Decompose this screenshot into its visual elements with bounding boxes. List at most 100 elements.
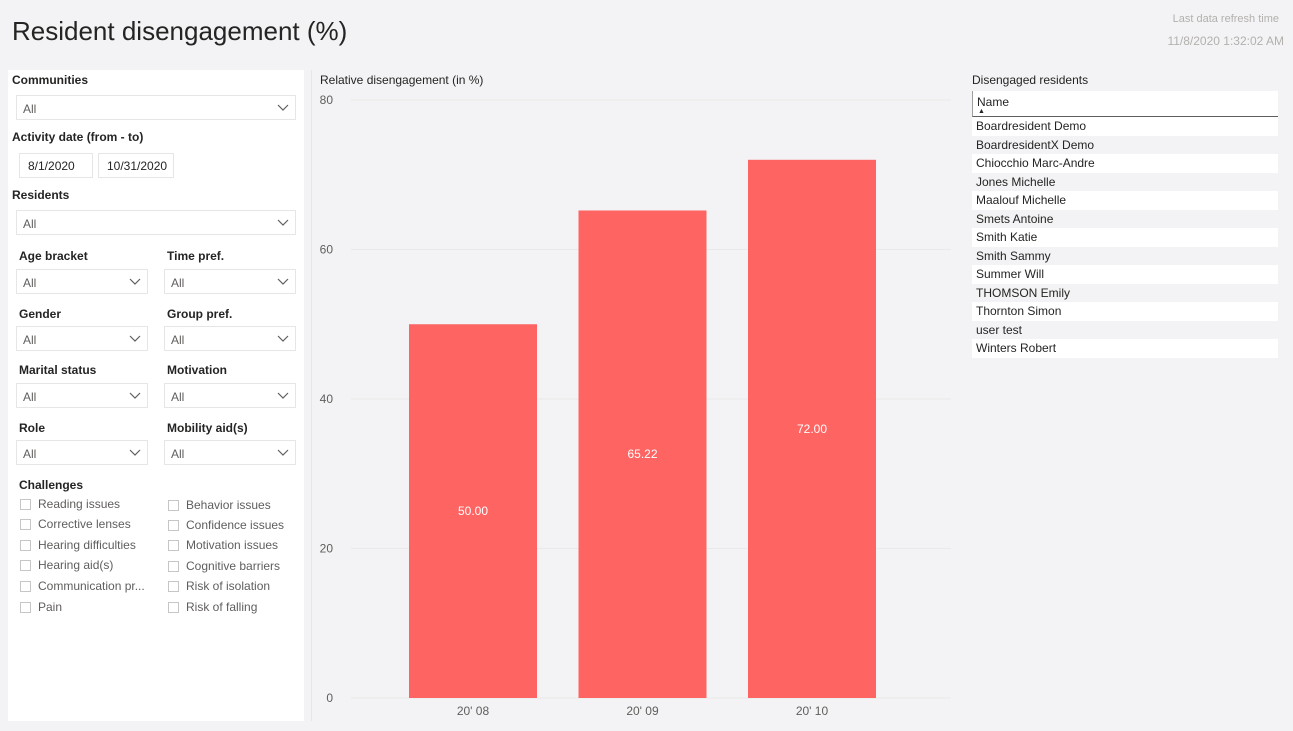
residents-dropdown[interactable]: All: [16, 210, 296, 235]
checkbox-box[interactable]: [168, 560, 179, 572]
checkbox-label: Cognitive barriers: [186, 559, 281, 573]
checkbox-box[interactable]: [20, 601, 31, 613]
x-tick-label: 20' 08: [457, 704, 490, 718]
table-row[interactable]: Winters Robert: [972, 339, 1278, 358]
motivation-dropdown[interactable]: All: [164, 383, 296, 408]
table-row[interactable]: Maalouf Michelle: [972, 191, 1278, 210]
table-row[interactable]: Jones Michelle: [972, 172, 1278, 191]
checkbox-label: Behavior issues: [186, 498, 271, 512]
chevron-down-icon: [277, 278, 289, 285]
table-row[interactable]: Smith Sammy: [972, 246, 1278, 265]
date-to-input[interactable]: 10/31/2020: [98, 153, 174, 178]
communities-dropdown[interactable]: All: [16, 95, 296, 120]
time-pref-dropdown[interactable]: All: [164, 269, 296, 294]
checkbox-box[interactable]: [168, 580, 179, 592]
checkbox-box[interactable]: [20, 518, 31, 530]
date-from-input[interactable]: 8/1/2020: [19, 153, 93, 178]
marital-status-label: Marital status: [19, 363, 97, 377]
dropdown-value: All: [23, 102, 37, 116]
age-bracket-label: Age bracket: [19, 249, 88, 263]
y-tick-label: 80: [320, 93, 334, 107]
disengagement-bar-chart: 0 20 40 60 80 50.00 20' 08 65.22 20' 09 72.00 20' …: [320, 93, 951, 718]
checkbox-label: Risk of falling: [186, 600, 258, 614]
dropdown-value: All: [23, 217, 37, 231]
table-row[interactable]: Boardresident Demo: [972, 117, 1278, 136]
chevron-down-icon: [277, 392, 289, 399]
checkbox-box[interactable]: [20, 498, 31, 510]
checkbox-risk-falling[interactable]: Risk of falling: [168, 600, 257, 614]
checkbox-label: Hearing aid(s): [38, 558, 114, 572]
bar[interactable]: [748, 159, 876, 699]
page-title: Resident disengagement (%): [12, 16, 348, 46]
group-pref-label: Group pref.: [167, 307, 233, 321]
bar[interactable]: [578, 210, 707, 698]
table-row[interactable]: THOMSON Emily: [972, 283, 1278, 302]
chevron-down-icon: [129, 335, 141, 342]
gender-label: Gender: [19, 307, 62, 321]
refresh-label: Last data refresh time: [1172, 13, 1279, 25]
role-label: Role: [19, 421, 46, 435]
bar-data-label: 72.00: [797, 422, 827, 436]
checkbox-box[interactable]: [20, 580, 31, 592]
checkbox-label: Pain: [38, 600, 63, 614]
checkbox-communication[interactable]: Communication pr...: [20, 579, 145, 593]
checkbox-label: Communication pr...: [38, 579, 145, 593]
marital-status-dropdown[interactable]: All: [16, 383, 148, 408]
checkbox-reading-issues[interactable]: Reading issues: [20, 497, 120, 511]
checkbox-box[interactable]: [168, 539, 179, 551]
table-row[interactable]: Chiocchio Marc-Andre: [972, 154, 1278, 173]
checkbox-box[interactable]: [168, 601, 179, 613]
residents-label: Residents: [12, 188, 70, 202]
checkbox-hearing-difficulties[interactable]: Hearing difficulties: [20, 538, 136, 552]
y-tick-label: 40: [320, 392, 334, 406]
checkbox-box[interactable]: [20, 559, 31, 571]
dropdown-value: All: [171, 447, 185, 461]
age-bracket-dropdown[interactable]: All: [16, 269, 148, 294]
table-row[interactable]: user test: [972, 320, 1278, 339]
table-row[interactable]: Summer Will: [972, 265, 1278, 284]
y-tick-label: 20: [320, 542, 334, 556]
dropdown-value: All: [171, 276, 185, 290]
dropdown-value: All: [23, 333, 37, 347]
column-header-name[interactable]: Name: [977, 95, 1010, 109]
checkbox-box[interactable]: [20, 539, 31, 551]
chevron-down-icon: [129, 449, 141, 456]
role-dropdown[interactable]: All: [16, 440, 148, 465]
dropdown-value: All: [23, 447, 37, 461]
checkbox-box[interactable]: [168, 519, 179, 531]
filter-panel: Communities All Activity date (from - to…: [8, 70, 304, 721]
x-tick-label: 20' 10: [796, 704, 829, 718]
challenges-label: Challenges: [19, 478, 84, 492]
chart-panel: [311, 70, 956, 721]
refresh-value: 11/8/2020 1:32:02 AM: [1167, 34, 1284, 48]
checkbox-label: Motivation issues: [186, 538, 279, 552]
checkbox-behavior-issues[interactable]: Behavior issues: [168, 498, 271, 512]
checkbox-corrective-lenses[interactable]: Corrective lenses: [20, 517, 131, 531]
checkbox-box[interactable]: [168, 499, 179, 511]
disengaged-residents-table: Name ▲ Boardresident Demo BoardresidentX …: [972, 91, 1278, 358]
table-row[interactable]: Smith Katie: [972, 228, 1278, 247]
time-pref-label: Time pref.: [167, 249, 225, 263]
checkbox-risk-isolation[interactable]: Risk of isolation: [168, 579, 270, 593]
y-tick-label: 60: [320, 243, 334, 257]
checkbox-hearing-aids[interactable]: Hearing aid(s): [20, 558, 113, 572]
mobility-aids-dropdown[interactable]: All: [164, 440, 296, 465]
table-header[interactable]: Name ▲: [972, 91, 1278, 117]
bar-data-label: 65.22: [627, 447, 657, 461]
checkbox-label: Corrective lenses: [38, 517, 131, 531]
group-pref-dropdown[interactable]: All: [164, 326, 296, 351]
checkbox-cognitive-barriers[interactable]: Cognitive barriers: [168, 559, 280, 573]
checkbox-label: Reading issues: [38, 497, 121, 511]
table-row[interactable]: Thornton Simon: [972, 302, 1278, 321]
activity-date-label: Activity date (from - to): [12, 130, 144, 144]
gender-dropdown[interactable]: All: [16, 326, 148, 351]
sort-ascending-icon: ▲: [978, 108, 985, 115]
table-row[interactable]: BoardresidentX Demo: [972, 135, 1278, 154]
checkbox-confidence-issues[interactable]: Confidence issues: [168, 518, 284, 532]
y-tick-label: 0: [326, 691, 333, 705]
bar[interactable]: [409, 324, 537, 698]
checkbox-pain[interactable]: Pain: [20, 600, 62, 614]
table-row[interactable]: Smets Antoine: [972, 209, 1278, 228]
chevron-down-icon: [129, 278, 141, 285]
checkbox-motivation-issues[interactable]: Motivation issues: [168, 538, 278, 552]
